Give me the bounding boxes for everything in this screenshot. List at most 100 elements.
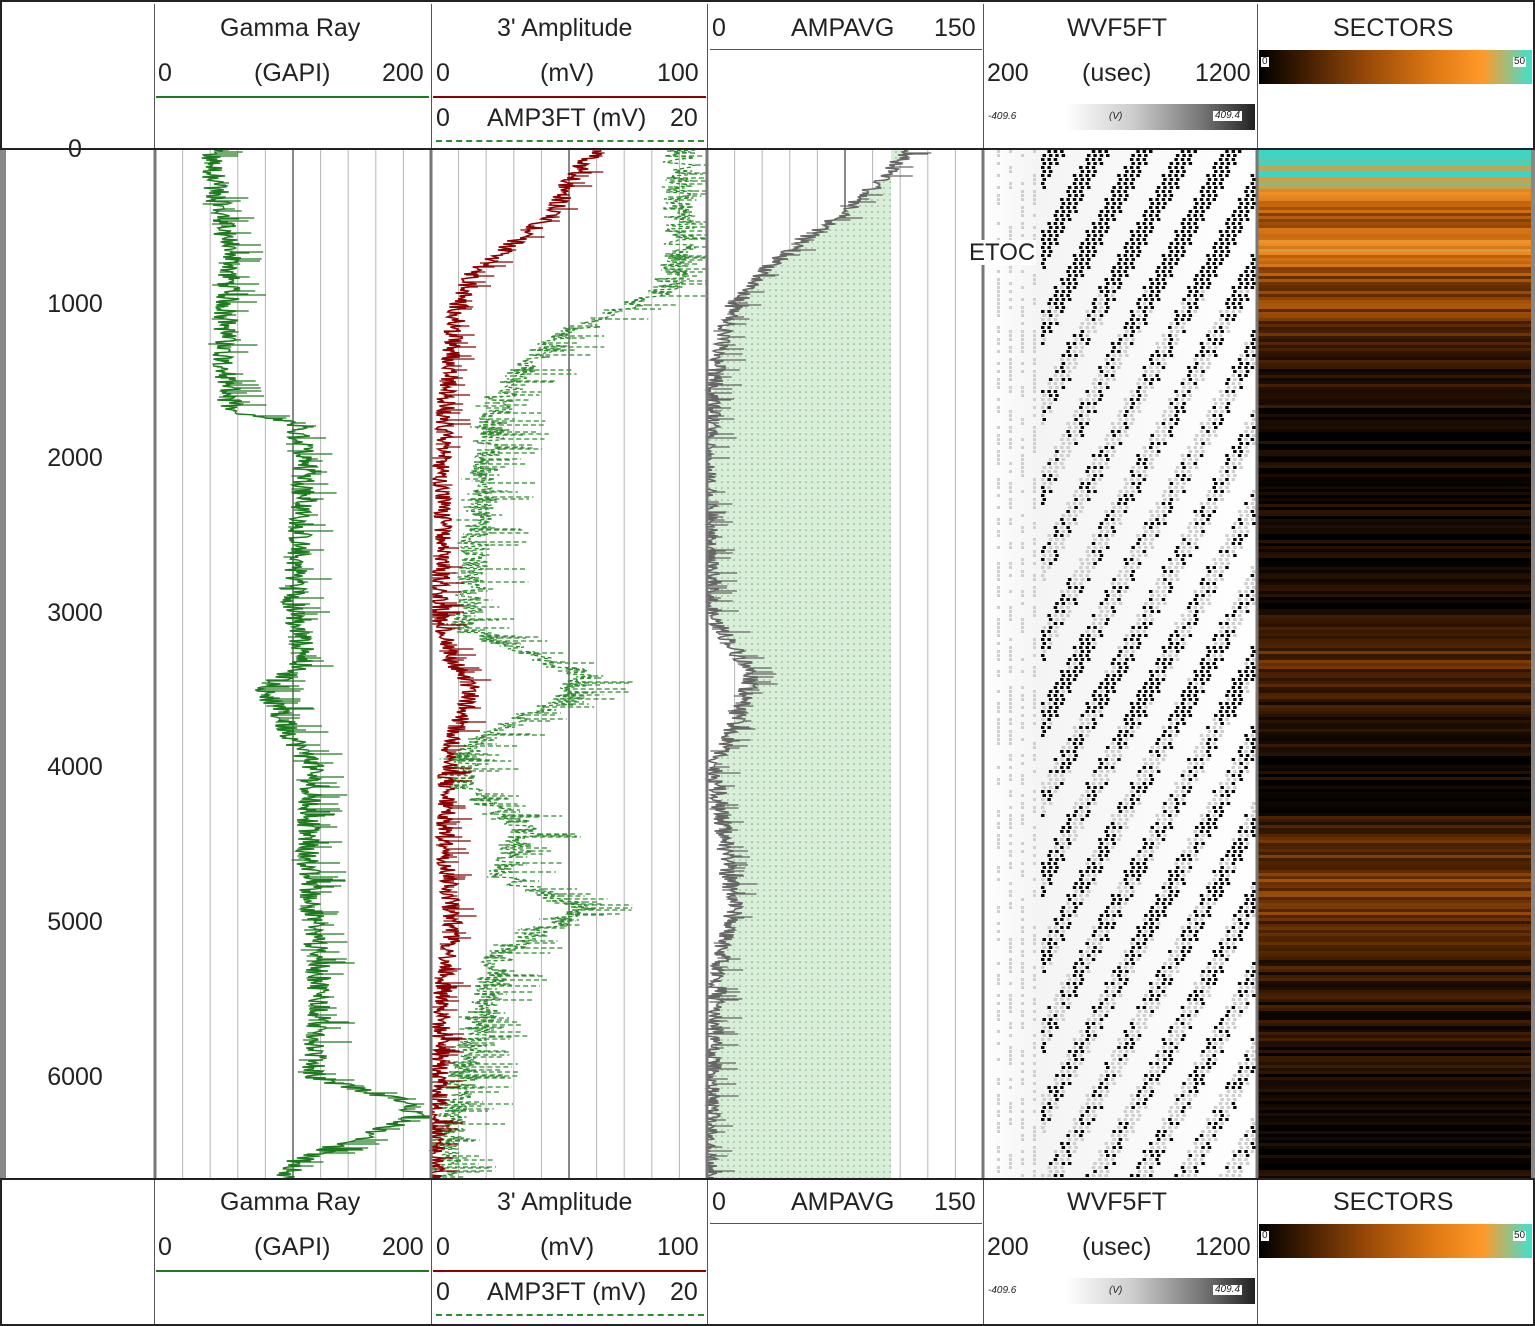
sectors-band (1257, 318, 1535, 321)
sectors-band (1257, 969, 1535, 972)
wvf-max: 1200 (1195, 59, 1251, 87)
sectors-band (1257, 1170, 1535, 1173)
sectors-band (1257, 357, 1535, 360)
sectors-band (1257, 879, 1535, 882)
sectors-band (1257, 657, 1535, 660)
sectors-band (1257, 906, 1535, 909)
sectors-band (1257, 297, 1535, 300)
sectors-band (1257, 669, 1535, 672)
sectors-band (1257, 1023, 1535, 1026)
wvf-color-scale (985, 104, 1255, 130)
sectors-band (1257, 309, 1535, 312)
sectors-scale-min: 0 (1261, 56, 1269, 67)
sectors-band (1257, 315, 1535, 318)
ampavg-min: 0 (712, 14, 726, 42)
sectors-band (1257, 816, 1535, 819)
amp3ft-curve (430, 150, 707, 1178)
sectors-scale-max-bottom: 50 (1513, 1230, 1527, 1241)
amp3ft-min: 0 (436, 104, 450, 132)
sectors-band (1257, 474, 1535, 477)
sectors-band (1257, 1104, 1535, 1107)
ampavg-fill (707, 150, 910, 1178)
sectors-band (1257, 804, 1535, 807)
wvf-scale-max: 409.4 (1213, 110, 1243, 121)
sectors-band (1257, 831, 1535, 834)
sectors-band (1257, 843, 1535, 846)
sectors-band (1257, 162, 1535, 165)
sectors-band (1257, 1041, 1535, 1044)
amp3ft-key-line-bottom (436, 1314, 704, 1316)
sectors-band (1257, 1146, 1535, 1149)
sectors-band (1257, 468, 1535, 471)
sectors-band (1257, 195, 1535, 198)
sectors-band (1257, 666, 1535, 669)
sectors-band (1257, 486, 1535, 489)
sectors-band (1257, 546, 1535, 549)
sectors-band (1257, 780, 1535, 783)
gamma-key-line-bottom (156, 1270, 429, 1272)
gamma-title-bottom: Gamma Ray (220, 1188, 361, 1216)
sectors-band (1257, 681, 1535, 684)
sectors-color-scale (1259, 50, 1532, 84)
sectors-band (1257, 834, 1535, 837)
sectors-band (1257, 756, 1535, 759)
sectors-band (1257, 459, 1535, 462)
wvf-scale-max-bottom: 409.4 (1213, 1284, 1243, 1295)
wvf-scale-min-bottom: -409.6 (988, 1285, 1017, 1296)
sectors-band (1257, 321, 1535, 324)
sectors-band (1257, 861, 1535, 864)
sectors-band (1257, 303, 1535, 306)
amp3ft-min-bottom: 0 (436, 1278, 450, 1306)
sectors-band (1257, 390, 1535, 393)
sectors-band (1257, 990, 1535, 993)
sectors-band (1257, 291, 1535, 294)
sectors-band (1257, 987, 1535, 990)
sectors-band (1257, 330, 1535, 333)
sectors-band (1257, 606, 1535, 609)
sectors-band (1257, 333, 1535, 336)
header-border (0, 0, 1535, 150)
ftr-sep-1 (154, 1180, 155, 1324)
sectors-band (1257, 1020, 1535, 1023)
sectors-band (1257, 399, 1535, 402)
gamma-max-bottom: 200 (382, 1233, 424, 1261)
sectors-band (1257, 624, 1535, 627)
sectors-band (1257, 273, 1535, 276)
sectors-band (1257, 150, 1535, 153)
sectors-band (1257, 1080, 1535, 1083)
sectors-band (1257, 450, 1535, 453)
sectors-band (1257, 540, 1535, 543)
sectors-band (1257, 852, 1535, 855)
wvf-scale-unit-bottom: (V) (1109, 1285, 1123, 1296)
sectors-band (1257, 222, 1535, 225)
sectors-band (1257, 153, 1535, 156)
depth-label: 2000 (47, 444, 103, 473)
sectors-band (1257, 210, 1535, 213)
sectors-band (1257, 654, 1535, 657)
log-plot-area (0, 150, 1535, 1178)
sectors-band (1257, 714, 1535, 717)
sectors-band (1257, 1113, 1535, 1116)
sectors-band (1257, 954, 1535, 957)
sectors-band (1257, 759, 1535, 762)
ftr-sep-2 (431, 1180, 432, 1324)
hdr-sep-5 (1257, 4, 1258, 148)
depth-label: 3000 (47, 598, 103, 627)
sectors-band (1257, 612, 1535, 615)
gamma-key-line (156, 96, 429, 98)
sectors-scale-max: 50 (1513, 56, 1527, 67)
sectors-band (1257, 1173, 1535, 1176)
gamma-ray-curve (201, 150, 431, 1178)
sectors-image (1257, 150, 1535, 1178)
sectors-band (1257, 897, 1535, 900)
sectors-band (1257, 432, 1535, 435)
sectors-band (1257, 963, 1535, 966)
sectors-band (1257, 837, 1535, 840)
sectors-band (1257, 1098, 1535, 1101)
sectors-band (1257, 366, 1535, 369)
amp-spikes (431, 150, 605, 1178)
sectors-band (1257, 651, 1535, 654)
sectors-band (1257, 753, 1535, 756)
sectors-band (1257, 636, 1535, 639)
